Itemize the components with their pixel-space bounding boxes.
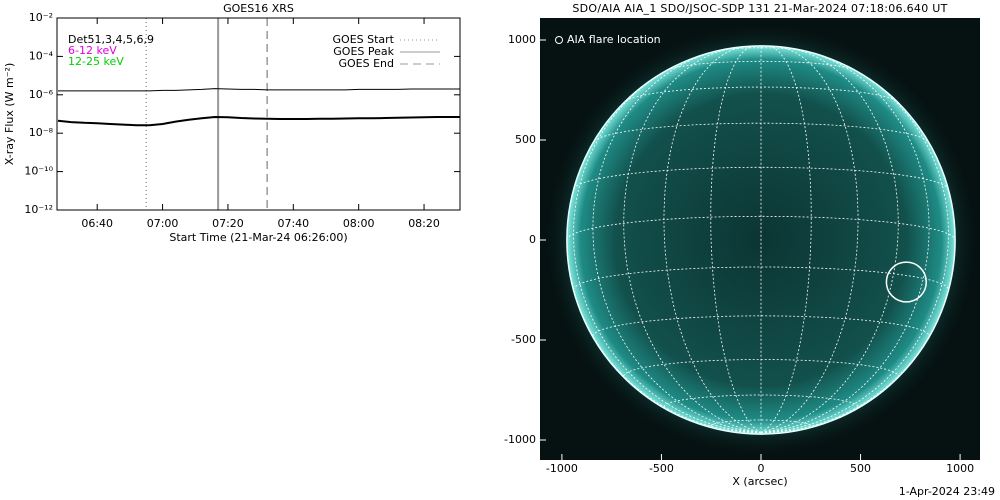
grid-curve bbox=[667, 60, 855, 71]
y-tick-label: -500 bbox=[511, 333, 536, 346]
grid-curve bbox=[760, 46, 859, 434]
x-tick-label: 1000 bbox=[946, 462, 974, 475]
footer-timestamp: 1-Apr-2024 23:49 bbox=[899, 485, 995, 498]
y-tick-label: 0 bbox=[529, 233, 536, 246]
grid-curve bbox=[663, 46, 762, 434]
x-tick-label: 07:20 bbox=[212, 217, 244, 230]
y-tick-label: 10⁻¹² bbox=[24, 203, 53, 216]
y-tick-label: 10⁻⁴ bbox=[29, 49, 54, 62]
grid-curve bbox=[592, 50, 762, 434]
grid-curve bbox=[760, 65, 949, 434]
x-tick-label: -1000 bbox=[546, 462, 578, 475]
heliographic-grid bbox=[566, 45, 956, 434]
flux-line bbox=[57, 115, 460, 127]
legend-label: GOES Peak bbox=[333, 45, 394, 58]
grid-curve bbox=[573, 166, 949, 190]
x-tick-label: 08:00 bbox=[343, 217, 375, 230]
x-tick-label: 07:00 bbox=[147, 217, 179, 230]
legend-symbol bbox=[555, 36, 563, 44]
y-tick-label: 10⁻⁶ bbox=[29, 88, 54, 101]
y-tick-label: 10⁻¹⁰ bbox=[24, 165, 53, 178]
y-tick-label: 10⁻² bbox=[29, 11, 53, 24]
grid-curve bbox=[573, 65, 762, 434]
grid-curve bbox=[760, 50, 930, 434]
channel-label: Det51,3,4,5,6,9 bbox=[68, 33, 154, 46]
plot-frame bbox=[56, 17, 461, 211]
channel-label: 12-25 keV bbox=[68, 55, 124, 68]
grid-curve bbox=[573, 266, 949, 290]
grid-curve bbox=[566, 215, 956, 241]
channel-label: 6-12 keV bbox=[68, 44, 117, 57]
x-axis-label: X (arcsec) bbox=[732, 475, 787, 488]
x-tick-label: 08:20 bbox=[408, 217, 440, 230]
x-tick-label: 0 bbox=[757, 462, 764, 475]
grid-curve bbox=[623, 47, 762, 434]
flux-line bbox=[58, 88, 460, 92]
image-title: SDO/AIA AIA_1 SDO/JSOC-SDP 131 21-Mar-20… bbox=[572, 2, 947, 15]
legend-label: AIA flare location bbox=[567, 33, 661, 46]
y-tick-label: 10⁻⁸ bbox=[29, 126, 54, 139]
x-tick-label: 06:40 bbox=[81, 217, 113, 230]
y-tick-label: -1000 bbox=[504, 433, 536, 446]
x-tick-label: -500 bbox=[649, 462, 674, 475]
grid-curve bbox=[760, 47, 899, 434]
chart-title: GOES16 XRS bbox=[223, 2, 294, 15]
legend-label: GOES Start bbox=[333, 33, 395, 46]
x-axis-label: Start Time (21-Mar-24 06:26:00) bbox=[169, 231, 347, 244]
grid-curve bbox=[710, 45, 762, 434]
y-axis-label: X-ray Flux (W m⁻²) bbox=[3, 63, 16, 165]
grid-curve bbox=[760, 45, 812, 434]
y-tick-label: 500 bbox=[515, 133, 536, 146]
flare-location bbox=[885, 261, 927, 303]
y-tick-label: 1000 bbox=[508, 33, 536, 46]
x-tick-label: 500 bbox=[850, 462, 871, 475]
legend-label: GOES End bbox=[338, 57, 394, 70]
grid-curve bbox=[760, 239, 956, 434]
grid-curve bbox=[566, 239, 762, 434]
x-tick-label: 07:40 bbox=[277, 217, 309, 230]
